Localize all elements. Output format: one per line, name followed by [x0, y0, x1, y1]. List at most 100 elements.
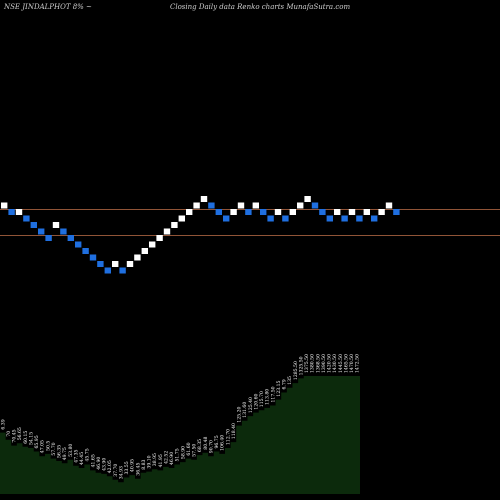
volume-label-5: 54.15 — [28, 432, 34, 445]
volume-label-15: 45.75 — [85, 448, 91, 461]
renko-brick-34 — [252, 202, 259, 209]
renko-brick-0 — [1, 202, 8, 209]
renko-brick-33 — [245, 209, 252, 215]
volume-label-42: 125.20 — [237, 406, 243, 422]
volume-label-28: 41.95 — [158, 454, 164, 467]
renko-brick-31 — [230, 209, 237, 215]
volume-label-0: 6.39 — [0, 419, 6, 429]
volume-label-40: 112.70 — [225, 429, 231, 445]
volume-label-24: 36.45 — [135, 462, 141, 475]
volume-label-26: 39.10 — [147, 455, 153, 468]
volume-label-39: 106.40 — [220, 435, 226, 451]
renko-brick-42 — [311, 202, 319, 209]
renko-brick-53 — [393, 209, 400, 215]
volume-label-22: 33.55 — [124, 461, 130, 474]
renko-brick-29 — [215, 209, 222, 215]
volume-label-12: 53.80 — [68, 444, 74, 457]
renko-brick-39 — [289, 209, 296, 215]
volume-label-46: 115.70 — [259, 391, 265, 407]
volume-label-1: 70 — [6, 431, 12, 437]
volume-label-35: 68.35 — [197, 439, 203, 452]
renko-brick-14 — [104, 267, 111, 274]
renko-brick-3 — [23, 215, 30, 222]
volume-label-16: 41.65 — [90, 454, 96, 467]
renko-brick-52 — [385, 202, 393, 209]
volume-label-9: 57.70 — [51, 442, 57, 455]
volume-fill — [0, 376, 360, 494]
renko-brick-36 — [267, 215, 274, 222]
volume-label-33: 61.60 — [186, 442, 192, 455]
volume-label-17: 46.90 — [96, 457, 102, 470]
volume-label-60: 1445.50 — [338, 354, 344, 373]
volume-label-20: 37.70 — [113, 464, 119, 477]
volume-label-32: 58.90 — [180, 446, 186, 459]
volume-label-61: 1465.50 — [343, 354, 349, 373]
volume-label-25: 8.83 — [141, 459, 147, 469]
volume-label-13: 47.35 — [73, 449, 79, 462]
renko-brick-10 — [75, 241, 82, 248]
volume-label-11: 49.75 — [62, 447, 68, 460]
volume-label-52: 1285.50 — [293, 361, 299, 380]
volume-label-63: 1472.50 — [355, 354, 361, 373]
renko-brick-32 — [237, 202, 245, 209]
volume-label-14: 44.45 — [79, 452, 85, 465]
volume-label-7: 47.05 — [40, 440, 46, 453]
renko-brick-5 — [38, 228, 45, 235]
renko-brick-18 — [134, 254, 141, 261]
renko-brick-46 — [341, 215, 348, 222]
renko-brick-15 — [112, 261, 119, 267]
renko-brick-17 — [126, 261, 134, 267]
volume-label-36: 80.48 — [203, 436, 209, 449]
renko-brick-41 — [304, 196, 311, 202]
renko-brick-7 — [52, 222, 60, 228]
renko-brick-47 — [348, 209, 356, 215]
volume-label-51: 135 — [287, 376, 293, 385]
volume-label-49: 123.15 — [276, 380, 282, 396]
volume-label-54: 1375.50 — [304, 354, 310, 373]
renko-brick-16 — [119, 267, 126, 274]
volume-label-10: 56.35 — [57, 445, 63, 458]
renko-brick-45 — [334, 209, 341, 215]
renko-brick-25 — [186, 209, 193, 215]
volume-label-38: 96.75 — [214, 435, 220, 448]
volume-label-21: 34.93 — [118, 466, 124, 479]
renko-brick-4 — [30, 222, 37, 228]
renko-brick-6 — [45, 235, 52, 241]
volume-label-18: 43.90 — [102, 458, 108, 471]
renko-brick-8 — [60, 228, 67, 235]
volume-label-53: 1325.50 — [298, 356, 304, 375]
renko-brick-50 — [371, 215, 378, 222]
volume-label-2: 70.45 — [12, 429, 18, 442]
renko-brick-37 — [274, 209, 282, 215]
renko-brick-40 — [297, 202, 304, 209]
volume-label-3: 56.65 — [17, 427, 23, 440]
renko-brick-12 — [89, 254, 97, 261]
renko-brick-22 — [163, 228, 171, 235]
volume-label-6: 65.95 — [34, 435, 40, 448]
volume-label-56: 1368.50 — [315, 354, 321, 373]
renko-brick-23 — [171, 222, 178, 228]
renko-brick-26 — [193, 202, 200, 209]
chart-description: Closing Daily data Renko charts MunafaSu… — [170, 3, 351, 11]
renko-brick-13 — [97, 261, 104, 267]
volume-label-19: 42.05 — [107, 460, 113, 473]
volume-label-8: 50.5 — [45, 441, 51, 451]
renko-brick-35 — [260, 209, 267, 215]
volume-label-45: 120.60 — [253, 393, 259, 409]
volume-label-57: 1390.50 — [321, 354, 327, 373]
renko-bricks — [1, 196, 400, 274]
renko-brick-21 — [156, 235, 163, 241]
renko-brick-48 — [356, 215, 363, 222]
renko-brick-30 — [223, 215, 230, 222]
volume-label-34: 57.50 — [192, 444, 198, 457]
renko-brick-28 — [208, 202, 215, 209]
volume-label-55: 1380.50 — [310, 354, 316, 373]
volume-label-43: 131.60 — [242, 402, 248, 418]
renko-brick-51 — [378, 209, 385, 215]
renko-brick-44 — [326, 215, 333, 222]
volume-label-62: 1470.50 — [349, 354, 355, 373]
volume-label-44: 125.40 — [248, 397, 254, 413]
renko-brick-43 — [319, 209, 326, 215]
